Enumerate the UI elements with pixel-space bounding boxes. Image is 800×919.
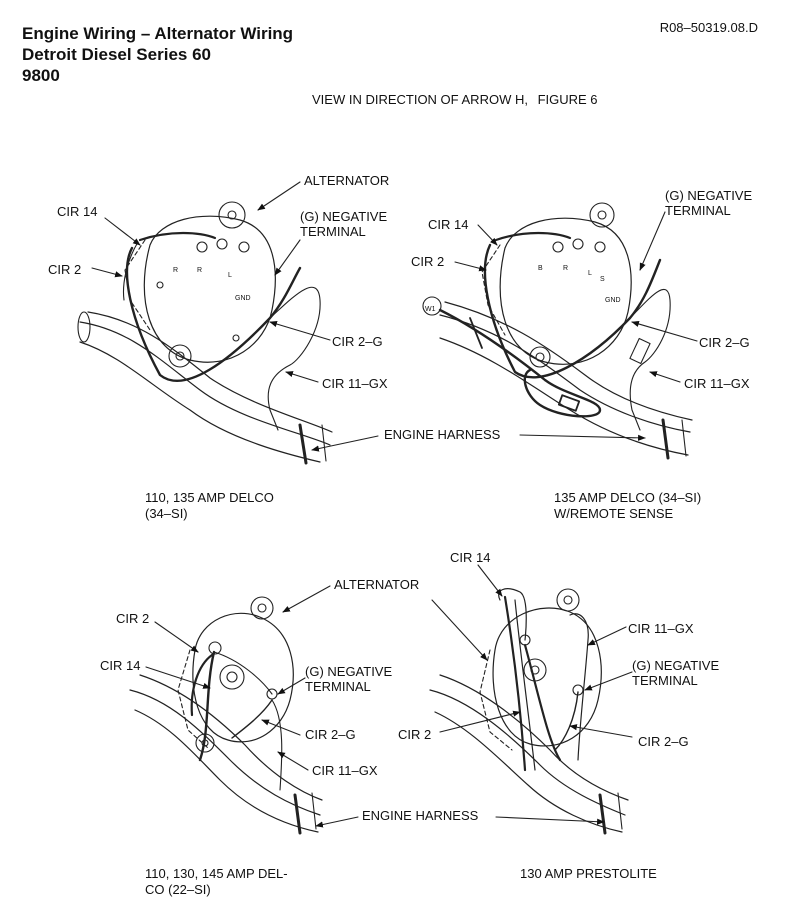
p2-terminal-mark-4: S xyxy=(600,276,605,283)
p4-cir11gx-label: CIR 11–GX xyxy=(628,621,694,636)
p4-cir2g-label: CIR 2–G xyxy=(638,734,689,749)
p3-negative-terminal-label: (G) NEGATIVE TERMINAL xyxy=(305,664,393,694)
p3-alternator-label: ALTERNATOR xyxy=(334,577,420,592)
figure-number: FIGURE 6 xyxy=(537,92,598,107)
p1-negative-terminal-label: (G) NEGATIVE TERMINAL xyxy=(300,209,388,239)
p1-terminal-mark-3: L xyxy=(228,272,232,279)
title-line-1: Engine Wiring – Alternator Wiring xyxy=(22,24,294,43)
p2-terminal-mark-1: B xyxy=(538,265,543,272)
title-line-2: Detroit Diesel Series 60 xyxy=(22,45,211,64)
document-id: R08–50319.08.D xyxy=(659,20,758,35)
p1-terminal-mark-4: GND xyxy=(235,295,251,302)
engine-harness-label-top: ENGINE HARNESS xyxy=(384,427,501,442)
p2-terminal-mark-5: GND xyxy=(605,297,621,304)
p2-cir11gx-label: CIR 11–GX xyxy=(684,376,750,391)
p3-cir2-label: CIR 2 xyxy=(116,611,150,626)
p3-cir2g-label: CIR 2–G xyxy=(305,727,356,742)
p1-cir14-label: CIR 14 xyxy=(57,204,98,219)
p2-terminal-mark-2: R xyxy=(563,265,569,272)
p1-cir2g-label: CIR 2–G xyxy=(332,334,383,349)
p2-terminal-mark-3: L xyxy=(588,270,592,277)
p2-negative-terminal-label: (G) NEGATIVE TERMINAL xyxy=(665,188,753,218)
p1-cir11gx-label: CIR 11–GX xyxy=(322,376,388,391)
p3-caption: 110, 130, 145 AMP DEL- CO (22–SI) xyxy=(145,866,288,897)
p1-cir2-label: CIR 2 xyxy=(48,262,82,277)
p2-remote-sense-mark: W1 xyxy=(425,306,436,313)
panel-2-drawing xyxy=(422,202,698,460)
p4-cir14-label: CIR 14 xyxy=(450,550,491,565)
p3-cir11gx-label: CIR 11–GX xyxy=(312,763,378,778)
title-line-3: 9800 xyxy=(22,66,60,85)
p1-alternator-label: ALTERNATOR xyxy=(304,173,390,188)
panel-4-drawing xyxy=(429,564,633,835)
p4-cir2-label: CIR 2 xyxy=(398,727,432,742)
p2-caption: 135 AMP DELCO (34–SI) W/REMOTE SENSE xyxy=(554,490,702,521)
view-text: VIEW IN DIRECTION OF ARROW H, xyxy=(312,92,528,107)
view-direction-text: VIEW IN DIRECTION OF ARROW H, FIGURE 6 xyxy=(312,92,598,107)
p2-cir2g-label: CIR 2–G xyxy=(699,335,750,350)
p1-terminal-mark-1: R xyxy=(173,267,179,274)
p4-negative-terminal-label: (G) NEGATIVE TERMINAL xyxy=(632,658,720,688)
p4-caption: 130 AMP PRESTOLITE xyxy=(520,866,657,881)
p3-cir14-label: CIR 14 xyxy=(100,658,141,673)
panel-3-drawing xyxy=(129,585,359,835)
engine-harness-label-bottom: ENGINE HARNESS xyxy=(362,808,479,823)
p1-terminal-mark-2: R xyxy=(197,267,203,274)
p1-caption: 110, 135 AMP DELCO (34–SI) xyxy=(145,490,274,521)
p2-cir2-label: CIR 2 xyxy=(411,254,445,269)
p2-cir14-label: CIR 14 xyxy=(428,217,469,232)
panel-1-drawing xyxy=(77,181,379,465)
